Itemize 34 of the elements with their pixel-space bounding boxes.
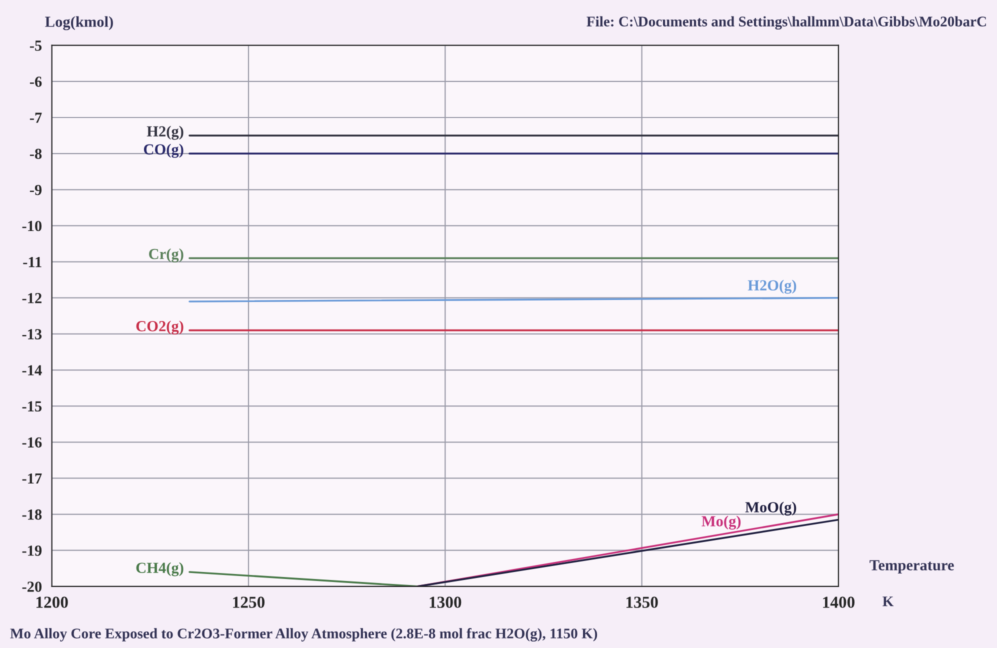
- series-label: H2(g): [146, 126, 184, 140]
- y-tick-label: -20: [22, 582, 42, 592]
- y-tick-label: -19: [22, 546, 42, 556]
- text: File: C:\Documents and Settings\hallmm\Data\Gibbs\Mo20barC: [586, 16, 986, 30]
- y-tick-label: -12: [22, 293, 42, 304]
- y-tick-label: -17: [22, 473, 42, 484]
- y-tick-label: -5: [30, 40, 42, 51]
- series-label: Mo(g): [702, 516, 741, 530]
- x-tick-label: 1400: [823, 596, 855, 608]
- y-tick-label: -7: [30, 112, 42, 123]
- x-tick-label: 1250: [233, 596, 265, 608]
- x-tick-label: 1350: [626, 596, 658, 608]
- y-tick-label: -11: [23, 257, 42, 268]
- y-tick-label: -8: [30, 148, 42, 160]
- y-tick-label: -15: [22, 401, 42, 412]
- x-tick-label: 1300: [430, 596, 462, 608]
- series-label: CH4(g): [136, 562, 184, 576]
- text: Mo Alloy Core Exposed to Cr2O3-Former Alloy Atmosphere (2.8E-8 mol frac H2O(g), 1150 K): [10, 628, 598, 642]
- series-label: CO2(g): [136, 320, 184, 335]
- series-label: CO(g): [144, 144, 184, 158]
- y-tick-label: -6: [30, 76, 42, 87]
- y-tick-label: -9: [30, 184, 42, 196]
- series-label: MoO(g): [745, 502, 796, 516]
- series-label: Cr(g): [149, 248, 184, 262]
- y-tick-label: -14: [22, 365, 42, 376]
- y-axis-title: Log(kmol): [45, 16, 113, 30]
- y-tick-label: -16: [22, 437, 42, 448]
- text: K: [882, 596, 894, 606]
- y-tick-label: -18: [22, 509, 42, 520]
- y-tick-label: -13: [22, 329, 42, 340]
- x-tick-label: 1200: [36, 596, 68, 608]
- series-label: H2O(g): [748, 280, 796, 294]
- x-axis-title: Temperature: [870, 560, 954, 574]
- y-tick-label: -10: [22, 220, 42, 232]
